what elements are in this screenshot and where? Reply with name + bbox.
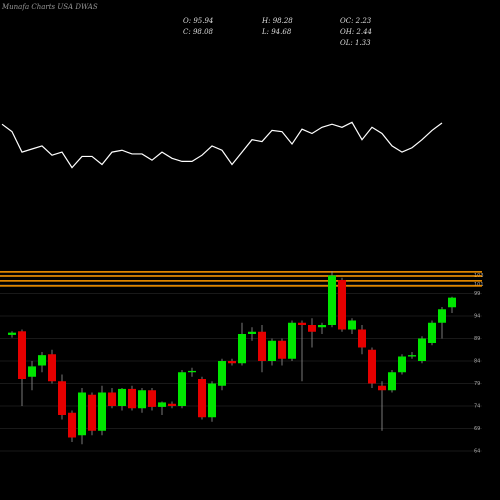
y-tick-label: 101: [474, 282, 484, 288]
indicator-line: [1, 121, 443, 169]
y-tick-label: 79: [474, 381, 480, 387]
candle-body: [148, 390, 156, 407]
candle-body: [308, 325, 316, 332]
y-tick-label: 69: [474, 426, 480, 432]
candle-body: [268, 340, 276, 361]
y-tick-label: 74: [474, 404, 480, 410]
candle-body: [168, 403, 176, 406]
candle-body: [8, 332, 16, 335]
candle-body: [438, 309, 446, 323]
candle-body: [258, 331, 266, 361]
stat: OC: 2.23: [340, 17, 372, 25]
candle-body: [198, 379, 206, 418]
candle-body: [138, 390, 146, 409]
candle-body: [98, 392, 106, 431]
candle-body: [248, 331, 256, 334]
candle-body: [388, 372, 396, 391]
candle-body: [28, 366, 36, 377]
candle-body: [58, 381, 66, 415]
candle-body: [348, 320, 356, 330]
y-tick-label: 89: [474, 336, 480, 342]
candle-body: [178, 372, 186, 406]
candle-body: [228, 361, 236, 364]
candle-body: [48, 354, 56, 382]
candle-body: [238, 334, 246, 364]
candle-body: [218, 361, 226, 386]
y-tick-label: 84: [474, 359, 480, 365]
y-tick-label: 99: [474, 291, 480, 297]
candle-body: [418, 338, 426, 361]
candle-body: [18, 331, 26, 379]
candle-body: [368, 349, 376, 384]
candle-body: [288, 322, 296, 359]
candle-body: [398, 356, 406, 373]
y-tick-label: 94: [474, 314, 480, 320]
stat: O: 95.94: [183, 17, 213, 25]
candle-body: [378, 385, 386, 391]
stat: OL: 1.33: [340, 39, 371, 47]
stat: C: 98.08: [183, 28, 214, 36]
candle-body: [358, 329, 366, 348]
candle-body: [78, 392, 86, 436]
candle-body: [188, 370, 196, 373]
candle-body: [338, 280, 346, 330]
stat: L: 94.68: [261, 28, 292, 36]
candle-body: [298, 322, 306, 325]
y-tick-label: 64: [474, 449, 480, 455]
candle-body: [38, 355, 46, 366]
candle-body: [318, 325, 326, 328]
candle-body: [448, 297, 456, 308]
candle-body: [208, 383, 216, 418]
chart-title: Munafa Charts USA DWAS: [1, 3, 98, 11]
candle-body: [428, 322, 436, 343]
candle-body: [328, 275, 336, 325]
stat: H: 98.28: [261, 17, 293, 25]
candle-body: [158, 402, 166, 407]
candle-body: [68, 412, 76, 438]
candle-body: [408, 355, 416, 357]
candle-body: [128, 388, 136, 409]
candle-body: [278, 340, 286, 359]
candle-body: [88, 394, 96, 431]
candle-body: [108, 392, 116, 406]
candle-body: [118, 388, 126, 406]
stat: OH: 2.44: [340, 28, 372, 36]
